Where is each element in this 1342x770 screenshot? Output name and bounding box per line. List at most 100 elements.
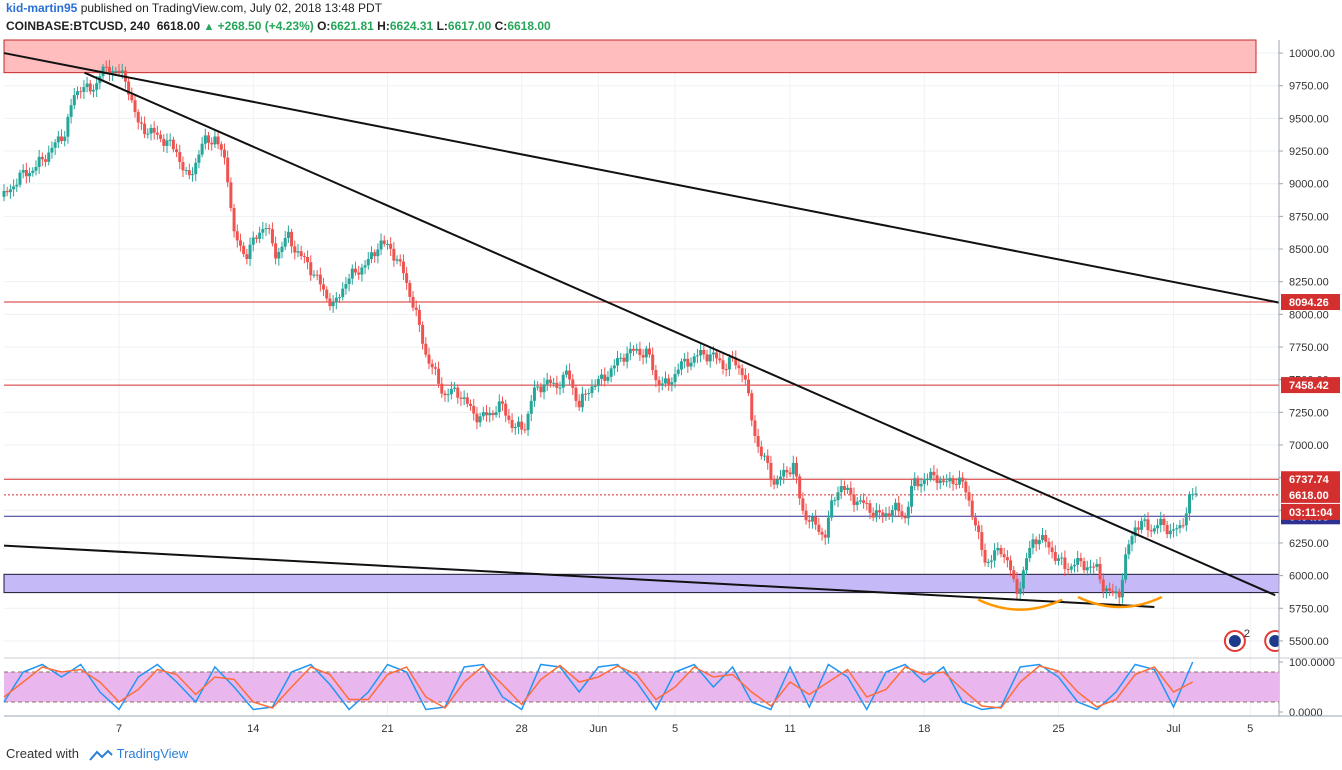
candle-body (539, 386, 543, 393)
candle-body (360, 267, 364, 275)
candle-body (695, 355, 699, 357)
candle-body (663, 378, 667, 384)
trendline[interactable] (3, 52, 1280, 304)
price-tick-label: 7000.00 (1289, 440, 1329, 452)
candle-body (232, 207, 236, 232)
candle-body (986, 561, 990, 563)
candle-body (210, 142, 214, 145)
candle-body (727, 357, 731, 370)
author-link[interactable]: kid-martin95 (6, 1, 78, 15)
candle-body (584, 393, 588, 395)
candle-body (1172, 529, 1176, 531)
price-tag-text: 6737.74 (1289, 474, 1330, 486)
candle-body (469, 403, 473, 406)
candle-body (1104, 588, 1108, 592)
candle-body (47, 152, 51, 162)
candle-body (919, 484, 923, 487)
price-tag (1281, 486, 1340, 503)
candle-body (740, 368, 744, 376)
candle-body (130, 94, 134, 101)
candle-body (1159, 518, 1163, 526)
candle-body (411, 296, 415, 308)
candle-body (593, 385, 597, 387)
price-tick-label: 6250.00 (1289, 538, 1329, 550)
candle-body (552, 382, 556, 384)
candle-body (392, 248, 396, 261)
candle-body (63, 136, 67, 142)
double-bottom-mark (977, 598, 1063, 611)
candle-body (900, 511, 904, 517)
candle-body (449, 388, 453, 395)
candle-body (478, 416, 482, 423)
candle-body (286, 231, 290, 239)
candle-body (836, 492, 840, 501)
candle-body (34, 167, 38, 171)
low-label: L: (436, 19, 448, 33)
countdown-tag-text: 03:11:04 (1289, 507, 1333, 519)
candle-body (143, 123, 147, 135)
candle-body (737, 365, 741, 369)
candle-body (194, 162, 198, 175)
candle-body (75, 91, 79, 96)
candle-body (804, 510, 808, 521)
candle-body (136, 112, 140, 123)
candle-body (251, 237, 255, 245)
candle-body (935, 475, 939, 484)
candle-body (178, 152, 182, 163)
trendline[interactable] (3, 544, 1155, 608)
trendline[interactable] (84, 71, 1276, 597)
candle-body (344, 284, 348, 289)
symbol-name[interactable]: COINBASE:BTCUSD, 240 (6, 19, 151, 33)
candle-body (401, 261, 405, 274)
candle-body (890, 509, 894, 517)
candle-body (708, 354, 712, 362)
candle-body (175, 149, 179, 153)
candle-body (1120, 579, 1124, 598)
candle-body (1162, 518, 1166, 525)
event-flag-icon-inner (1228, 635, 1241, 647)
candle-body (609, 368, 613, 377)
candle-body (347, 278, 351, 285)
price-tag-text: 6618.00 (1289, 490, 1329, 502)
candle-body (44, 159, 48, 162)
candle-body (366, 259, 370, 266)
candle-body (494, 412, 498, 416)
candle-body (699, 349, 703, 356)
candle-body (18, 172, 22, 185)
candle-body (616, 358, 620, 366)
candle-body (242, 245, 246, 255)
candle-body (996, 547, 1000, 551)
candle-body (1184, 513, 1188, 526)
candle-body (1181, 525, 1185, 527)
candle-body (756, 435, 760, 447)
tradingview-link[interactable]: TradingView (116, 746, 189, 761)
candle-body (1130, 536, 1134, 545)
candle-body (306, 256, 310, 263)
candle-body (686, 358, 690, 367)
candle-body (264, 228, 268, 230)
close-value: 6618.00 (507, 19, 551, 33)
candle-body (229, 182, 233, 208)
candle-body (1044, 535, 1048, 542)
candle-body (1012, 570, 1016, 579)
candle-body (600, 374, 604, 379)
candle-body (1088, 566, 1092, 568)
candle-body (1047, 541, 1051, 548)
candle-body (1136, 527, 1140, 530)
time-tick-label: 18 (918, 723, 930, 735)
candle-body (769, 462, 773, 481)
price-tag-text: 7458.42 (1289, 380, 1329, 392)
candle-body (82, 87, 86, 92)
candle-body (325, 289, 329, 299)
candle-body (1117, 591, 1121, 598)
open-value: 6621.81 (330, 19, 374, 33)
candle-body (1165, 524, 1169, 535)
candle-body (267, 228, 271, 230)
candle-body (957, 477, 961, 485)
candle-body (414, 307, 418, 310)
candle-body (56, 136, 60, 143)
candle-body (922, 480, 926, 485)
candle-body (747, 379, 751, 394)
candle-body (197, 154, 201, 163)
candle-body (120, 70, 124, 73)
